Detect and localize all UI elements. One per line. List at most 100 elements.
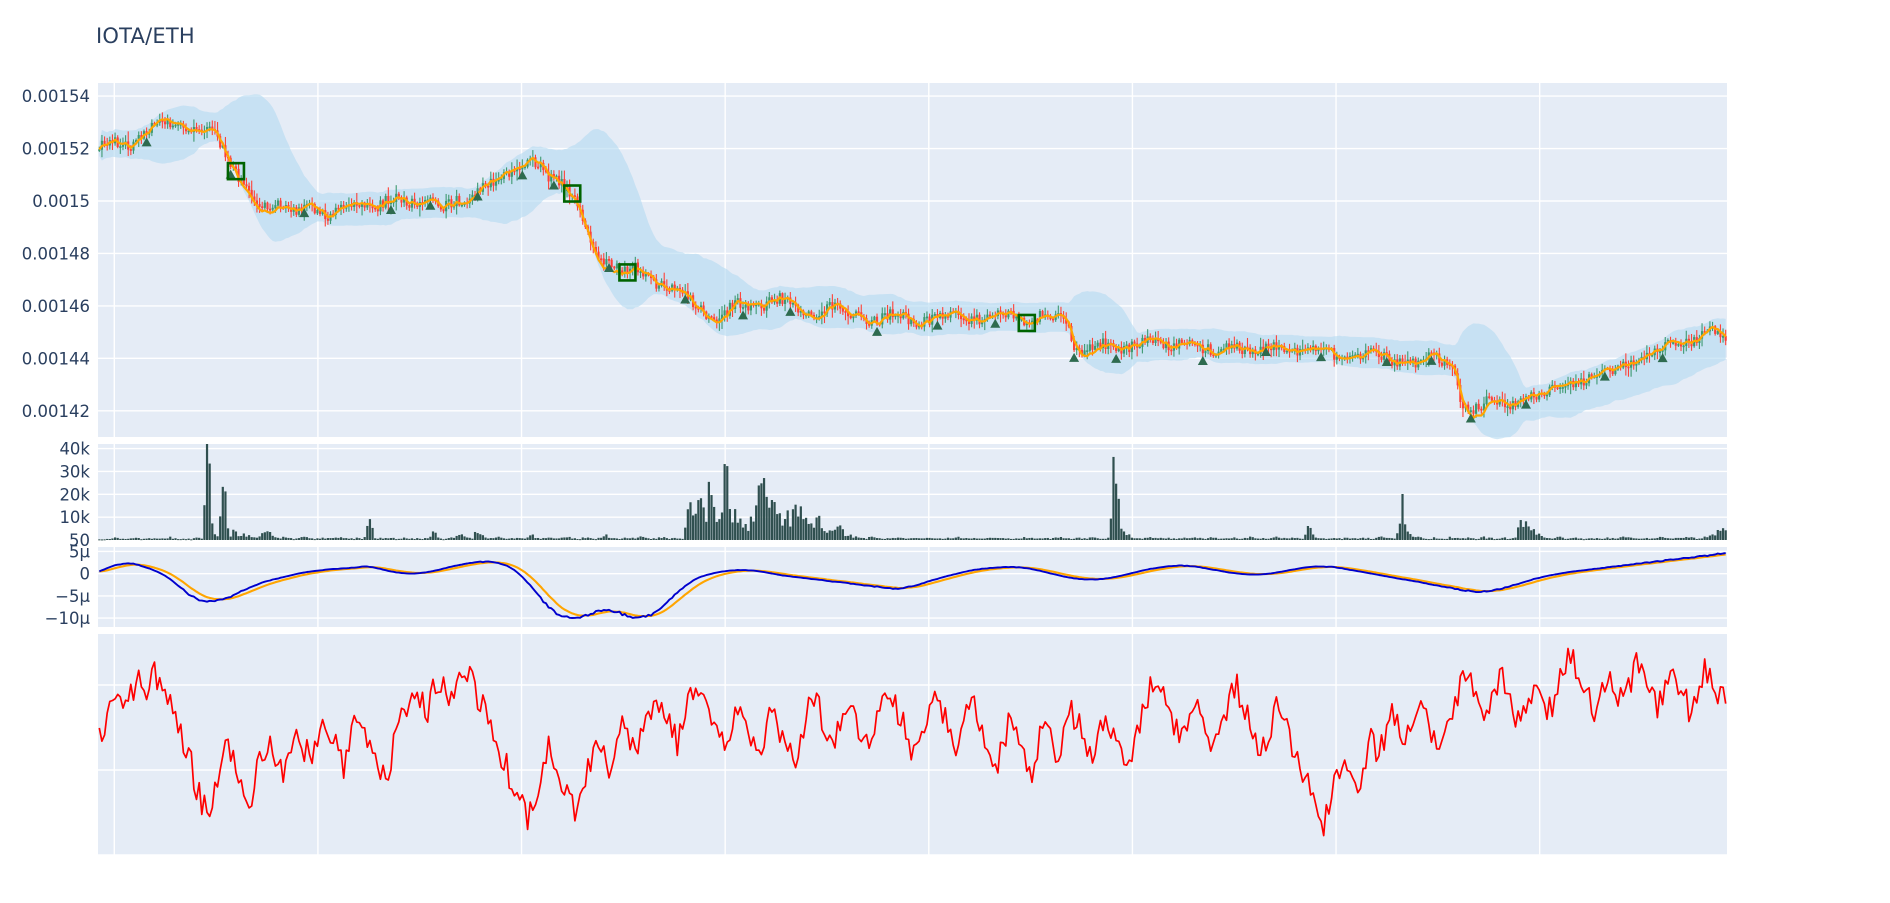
volume-bar bbox=[1719, 530, 1722, 540]
volume-bar bbox=[466, 537, 469, 540]
candle-body bbox=[1535, 396, 1538, 400]
volume-bar bbox=[994, 537, 997, 540]
candle-body bbox=[723, 310, 726, 316]
candle-body bbox=[1440, 362, 1443, 366]
volume-bar bbox=[1272, 537, 1275, 540]
sell-profit-marker[interactable] bbox=[562, 184, 582, 203]
buy-marker[interactable] bbox=[1197, 355, 1208, 365]
candle-body bbox=[988, 314, 992, 317]
volume-bar bbox=[529, 535, 532, 540]
buy-marker[interactable] bbox=[1426, 355, 1437, 365]
buy-marker[interactable] bbox=[1260, 346, 1271, 356]
volume-bar bbox=[1209, 537, 1212, 540]
volume-bar bbox=[200, 538, 203, 540]
candle-body bbox=[161, 120, 164, 123]
buy-marker[interactable] bbox=[680, 294, 691, 304]
buy-marker[interactable] bbox=[548, 180, 559, 190]
buy-marker[interactable] bbox=[425, 200, 436, 210]
volume-bar bbox=[854, 536, 858, 540]
sell-profit-marker[interactable] bbox=[226, 161, 246, 181]
volume-bars[interactable] bbox=[98, 444, 1727, 541]
candle-body bbox=[873, 316, 876, 321]
buy-marker[interactable] bbox=[990, 318, 1001, 328]
volume-bar bbox=[203, 505, 206, 540]
volume-bar bbox=[163, 538, 167, 540]
buy-markers[interactable] bbox=[141, 137, 1668, 423]
volume-bar bbox=[1178, 538, 1181, 540]
sell-profit-marker[interactable] bbox=[618, 263, 637, 282]
buy-marker[interactable] bbox=[872, 326, 883, 336]
volume-bar bbox=[1277, 537, 1281, 540]
buy-marker[interactable] bbox=[1657, 353, 1668, 363]
buy-marker[interactable] bbox=[738, 310, 749, 320]
buy-marker[interactable] bbox=[932, 320, 943, 330]
volume-bar bbox=[1314, 537, 1317, 540]
buy-marker[interactable] bbox=[1521, 399, 1532, 409]
volume-bar bbox=[673, 537, 676, 540]
buy-marker[interactable] bbox=[1599, 371, 1610, 381]
volume-bar bbox=[1619, 537, 1622, 540]
volume-bar bbox=[368, 519, 372, 540]
volume-bar bbox=[518, 538, 521, 540]
volume-bar bbox=[600, 537, 603, 540]
buy-marker[interactable] bbox=[604, 263, 615, 273]
volume-bar bbox=[1012, 538, 1015, 540]
volume-bar bbox=[1519, 520, 1522, 540]
buy-marker[interactable] bbox=[385, 204, 396, 214]
sell-profit-marker[interactable] bbox=[1017, 313, 1037, 333]
buy-marker[interactable] bbox=[141, 137, 152, 147]
price-tick-label: 0.00154 bbox=[22, 87, 90, 106]
volume-bar bbox=[1572, 537, 1575, 540]
volume-bar bbox=[1372, 538, 1375, 540]
volume-bar bbox=[1217, 538, 1220, 540]
macd-tick-label: 0 bbox=[80, 565, 91, 584]
buy-marker[interactable] bbox=[785, 306, 796, 316]
candle-body bbox=[187, 130, 190, 133]
volume-bar bbox=[1574, 537, 1578, 540]
volume-bar bbox=[923, 538, 926, 540]
buy-marker[interactable] bbox=[1381, 356, 1392, 366]
buy-marker[interactable] bbox=[517, 170, 528, 180]
volume-bar bbox=[723, 464, 726, 540]
volume-bar bbox=[98, 539, 101, 541]
volume-bar bbox=[184, 539, 188, 541]
buy-marker[interactable] bbox=[1316, 352, 1327, 362]
volume-bar bbox=[1522, 526, 1525, 540]
candle-body bbox=[1015, 316, 1018, 319]
volume-bar bbox=[1312, 534, 1315, 540]
volume-bar bbox=[1577, 538, 1580, 540]
candle-body bbox=[276, 200, 280, 206]
candle-body bbox=[1101, 338, 1105, 349]
volume-bar bbox=[1417, 536, 1420, 540]
candle-body bbox=[605, 259, 608, 265]
buy-marker[interactable] bbox=[1069, 352, 1080, 362]
volume-bar bbox=[1246, 538, 1249, 540]
volume-bar bbox=[1214, 537, 1218, 540]
sell-profit-markers[interactable] bbox=[226, 161, 1037, 333]
buy-marker[interactable] bbox=[472, 191, 483, 201]
candle-body bbox=[744, 304, 747, 308]
volume-bar bbox=[1361, 537, 1365, 540]
candle-body bbox=[537, 166, 540, 169]
volume-bar bbox=[1094, 537, 1097, 540]
volume-bar bbox=[1262, 537, 1265, 540]
volume-bar bbox=[1488, 537, 1491, 540]
buy-marker[interactable] bbox=[299, 208, 310, 218]
buy-marker[interactable] bbox=[1465, 413, 1476, 423]
volume-bar bbox=[568, 536, 571, 540]
candle-body bbox=[121, 144, 125, 147]
volume-bar bbox=[174, 538, 177, 540]
buy-marker[interactable] bbox=[1111, 353, 1122, 363]
volume-bar bbox=[445, 538, 448, 540]
volume-bar bbox=[245, 536, 248, 540]
candle-body bbox=[1401, 358, 1404, 362]
volume-bar bbox=[1096, 538, 1099, 540]
volume-bar bbox=[1193, 537, 1197, 540]
volume-bar bbox=[489, 538, 492, 540]
volume-bar bbox=[1309, 527, 1312, 540]
candle-body bbox=[258, 204, 261, 207]
volume-bar bbox=[1343, 537, 1346, 540]
volume-bar bbox=[1714, 535, 1717, 540]
volume-bar bbox=[1545, 538, 1549, 540]
